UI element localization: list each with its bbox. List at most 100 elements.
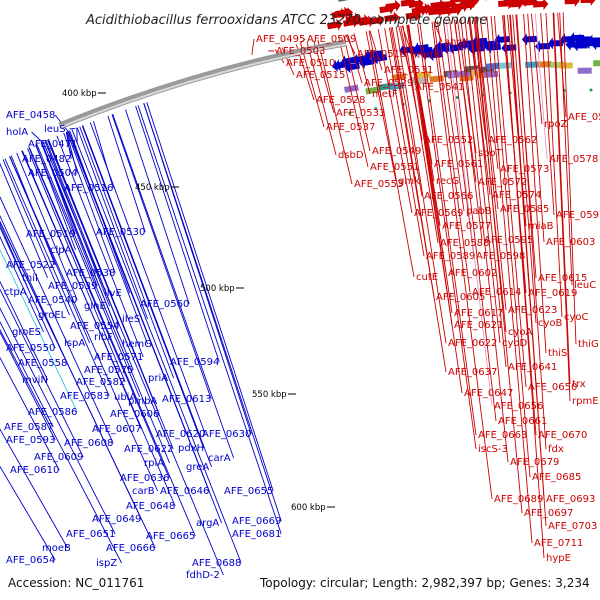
forward-gene-label: thiS: [548, 348, 567, 359]
forward-gene-label: AFE_0567: [568, 112, 600, 123]
leader-line: [137, 105, 282, 535]
reverse-gene-label: AFE_0610: [10, 465, 59, 476]
leader-line: [71, 129, 242, 564]
accession-text: Accession: NC_011761: [8, 576, 144, 590]
forward-gene-label: AFE_0541: [415, 82, 464, 93]
leader-line: [0, 226, 56, 349]
forward-gene-label: pabB: [466, 206, 492, 217]
leader-line: [0, 307, 116, 535]
reverse-gene-label: mviN: [22, 375, 48, 386]
forward-gene-arrow: [449, 0, 466, 5]
reverse-gene-label: carA: [208, 453, 231, 464]
leader-line: [445, 20, 493, 407]
reverse-gene-label: moeB: [42, 543, 71, 554]
forward-gene-label: hypE: [546, 553, 571, 564]
leader-line: [251, 38, 255, 55]
forward-gene-label: AFE_0637: [448, 367, 497, 378]
forward-gene-label: AFE_0615: [538, 273, 587, 284]
forward-gene-label: AFE_0518: [357, 49, 406, 60]
leader-line: [69, 127, 76, 130]
leader-line: [143, 103, 282, 522]
forward-gene-label: AFE_0515: [296, 70, 345, 81]
reverse-gene-label: iIeS: [122, 314, 140, 325]
forward-gene-label: AFE_0685: [532, 472, 581, 483]
reverse-gene-label: thiI: [22, 273, 38, 284]
leader-line: [125, 109, 190, 305]
forward-gene-label: AFE_0623: [508, 305, 557, 316]
forward-gene-label: cyoD: [502, 338, 528, 349]
leader-line: [408, 24, 453, 314]
reverse-gene-label: AFE_0530: [96, 227, 145, 238]
forward-gene-label: AFE_0572: [478, 177, 527, 188]
tick-label: 600 kbp: [291, 503, 326, 513]
reverse-gene-arrow: [575, 33, 591, 46]
leader-line: [365, 31, 397, 182]
reverse-gene-arrow: [569, 32, 585, 45]
leader-line: [0, 280, 49, 381]
reverse-gene-label: argA: [196, 518, 219, 529]
forward-gene-label: AFE_0551: [370, 162, 419, 173]
tick-label: 550 kbp: [252, 390, 287, 400]
leader-line: [369, 30, 383, 71]
reverse-gene-label: clpA: [50, 245, 72, 256]
forward-gene-label: AFE_0605: [436, 292, 485, 303]
reverse-gene-label: AFE_0587: [4, 422, 53, 433]
leader-line: [353, 33, 371, 95]
leader-line: [460, 18, 509, 463]
leader-line: [42, 141, 224, 576]
forward-gene-arrow: [337, 7, 353, 19]
forward-gene-label: AFE_0529: [364, 78, 413, 89]
forward-gene-label: AFE_0617: [454, 308, 503, 319]
reverse-gene-label: ribF: [94, 332, 113, 343]
leader-line: [390, 27, 447, 373]
forward-gene-label: metF: [372, 89, 398, 100]
forward-gene-label: AFE_0531: [384, 65, 433, 76]
leader-line: [368, 30, 415, 278]
reverse-gene-arrow: [435, 40, 451, 53]
leader-line: [476, 17, 499, 210]
reverse-gene-label: AFE_0665: [146, 531, 195, 542]
forward-gene-label: AFE_0670: [538, 430, 587, 441]
forward-gene-label: AFE_0569: [414, 208, 463, 219]
forward-gene-label: recG: [436, 176, 459, 187]
leader-line: [553, 12, 571, 385]
leader-line: [530, 13, 543, 125]
leader-line: [512, 14, 537, 324]
forward-gene-label: gmk: [398, 176, 420, 187]
forward-gene-label: AFE_0597: [556, 210, 600, 221]
leader-line: [490, 16, 531, 478]
reverse-feature-block: [365, 86, 381, 95]
forward-gene-label: trx: [572, 379, 586, 390]
leader-line: [384, 28, 425, 257]
forward-gene-label: AFE_0528: [316, 95, 365, 106]
reverse-gene-arrow: [591, 38, 600, 51]
reverse-gene-label: AFE_0620: [156, 429, 205, 440]
leader-line: [35, 144, 141, 398]
reverse-gene-label: AFE_0458: [6, 110, 55, 121]
forward-gene-label: cyoC: [564, 312, 589, 323]
leader-line: [493, 15, 527, 388]
forward-gene-label: AFE_0566: [424, 191, 473, 202]
leader-line: [474, 17, 523, 514]
reverse-gene-label: ubiA: [114, 392, 136, 403]
forward-gene-arrow: [462, 0, 478, 9]
reverse-gene-label: AFE_0560: [140, 299, 189, 310]
leader-line: [146, 102, 274, 492]
genome-stats-text: Topology: circular; Length: 2,982,397 bp…: [259, 576, 590, 590]
feature-tracks: [326, 0, 600, 115]
reverse-gene-label: AFE_0607: [92, 424, 141, 435]
reverse-gene-label: AFE_0558: [18, 358, 67, 369]
reverse-gene-label: greA: [186, 462, 209, 473]
leader-line: [0, 196, 114, 444]
reverse-gene-label: glnE: [84, 301, 106, 312]
leader-line: [135, 105, 220, 363]
forward-gene-label: AFE_0693: [546, 494, 595, 505]
forward-gene-arrow: [580, 0, 596, 6]
reverse-gene-label: AFE_0482: [22, 154, 71, 165]
leader-line: [469, 17, 507, 368]
forward-gene-label: AFE_0595: [484, 235, 533, 246]
forward-gene-arrow: [465, 0, 481, 5]
reverse-gene-label: pdxH: [178, 443, 204, 454]
tick-label: 500 kbp: [200, 284, 235, 294]
